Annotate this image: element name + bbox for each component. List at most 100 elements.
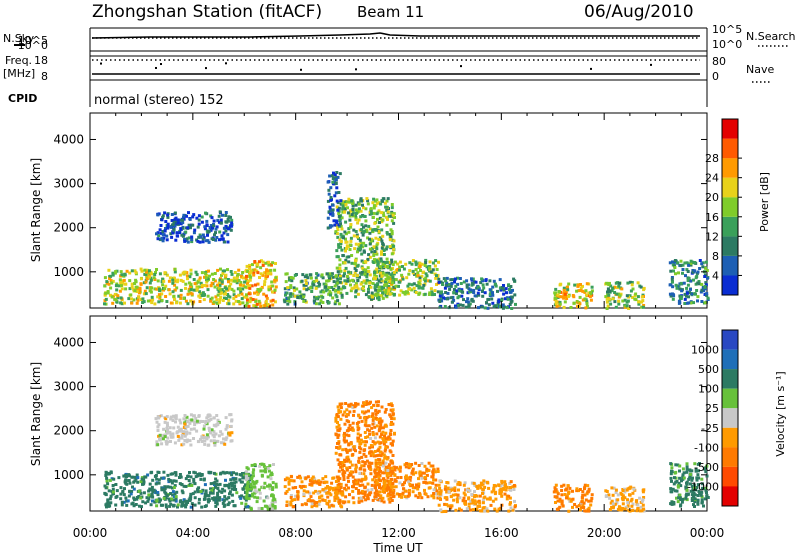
power-cell: [181, 226, 185, 230]
power-cell: [208, 226, 212, 229]
power-cell: [389, 267, 393, 271]
power-cell: [338, 218, 342, 222]
velocity-cell: [169, 415, 173, 419]
velocity-cell: [620, 493, 624, 496]
velocity-cell: [681, 498, 685, 501]
velocity-cell: [289, 500, 293, 504]
power-cell: [216, 293, 220, 297]
power-cell: [216, 218, 220, 222]
velocity-cell: [437, 483, 441, 487]
power-cell: [331, 275, 335, 279]
velocity-cell: [267, 469, 271, 473]
velocity-cell: [167, 497, 171, 501]
velocity-cell: [207, 435, 210, 439]
power-cell: [123, 272, 127, 276]
power-cell: [553, 296, 557, 300]
power-cell: [350, 254, 354, 257]
velocity-cell: [197, 497, 201, 501]
velocity-cell: [704, 486, 708, 490]
velocity-cell: [567, 491, 571, 495]
power-cell: [253, 268, 257, 272]
velocity-cell: [607, 493, 611, 497]
velocity-cell: [311, 481, 315, 485]
power-cell: [321, 295, 325, 299]
power-cell: [144, 292, 148, 296]
velocity-cell: [202, 424, 206, 428]
power-cell: [226, 219, 230, 223]
power-cell: [226, 293, 230, 296]
power-cell: [162, 236, 166, 240]
power-cell: [115, 282, 119, 286]
power-cell: [331, 296, 335, 300]
power-cell: [447, 306, 451, 310]
velocity-cell: [608, 496, 612, 500]
velocity-cell: [241, 472, 244, 475]
velocity-cell: [395, 492, 399, 496]
power-cell: [179, 296, 183, 300]
power-cell: [192, 278, 196, 281]
power-cell: [236, 272, 240, 276]
velocity-cell: [485, 507, 489, 511]
velocity-cell: [363, 401, 367, 405]
power-cell: [381, 199, 384, 203]
velocity-cell: [370, 483, 374, 487]
power-cell: [421, 286, 425, 290]
velocity-cell: [185, 430, 189, 434]
power-cell: [456, 276, 459, 280]
velocity-cell: [623, 507, 627, 511]
power-cell: [186, 302, 190, 306]
velocity-cell: [182, 425, 186, 429]
power-cell: [163, 271, 167, 275]
velocity-cell: [307, 498, 311, 502]
velocity-cell: [501, 487, 505, 491]
velocity-cell: [381, 459, 385, 463]
power-cell: [414, 263, 418, 267]
power-cell: [224, 276, 228, 280]
velocity-cell: [128, 489, 132, 493]
power-cell: [359, 198, 363, 202]
velocity-cell: [185, 415, 189, 419]
power-cell: [398, 293, 402, 297]
power-cell: [588, 295, 592, 299]
velocity-cell: [371, 451, 375, 455]
velocity-cell: [636, 503, 640, 507]
power-cell: [369, 209, 373, 213]
velocity-cell: [417, 485, 421, 489]
velocity-cell: [188, 497, 192, 501]
power-colorbar-swatch: [722, 177, 738, 198]
power-cell: [366, 266, 370, 270]
power-cell: [303, 275, 307, 279]
velocity-cell: [313, 503, 316, 507]
power-cell: [619, 292, 623, 296]
power-cell: [473, 294, 477, 298]
velocity-cell: [392, 485, 396, 489]
velocity-cell: [290, 499, 294, 502]
velocity-cell: [374, 479, 378, 482]
power-cell: [226, 227, 230, 231]
velocity-cell: [163, 435, 167, 439]
velocity-cell: [223, 489, 227, 493]
velocity-cell: [373, 468, 377, 472]
power-cell: [218, 278, 222, 282]
power-cell: [334, 230, 338, 234]
power-cell: [359, 215, 363, 219]
power-cell: [264, 300, 268, 303]
velocity-cell: [162, 496, 166, 500]
velocity-cell: [575, 505, 579, 509]
power-cell: [634, 298, 638, 302]
velocity-cell: [339, 486, 343, 489]
power-colorbar-tick: 20: [705, 191, 719, 204]
velocity-cell: [309, 499, 313, 503]
freq-outlier-dot: [155, 66, 157, 69]
velocity-cell: [231, 487, 234, 491]
velocity-cell: [161, 503, 164, 507]
velocity-cell: [241, 473, 245, 477]
velocity-cell: [141, 500, 145, 504]
velocity-cell: [344, 414, 348, 418]
power-cell: [331, 180, 335, 184]
velocity-cell: [165, 415, 169, 419]
power-cell: [491, 293, 495, 297]
power-cell: [562, 296, 566, 300]
power-cell: [373, 250, 377, 253]
